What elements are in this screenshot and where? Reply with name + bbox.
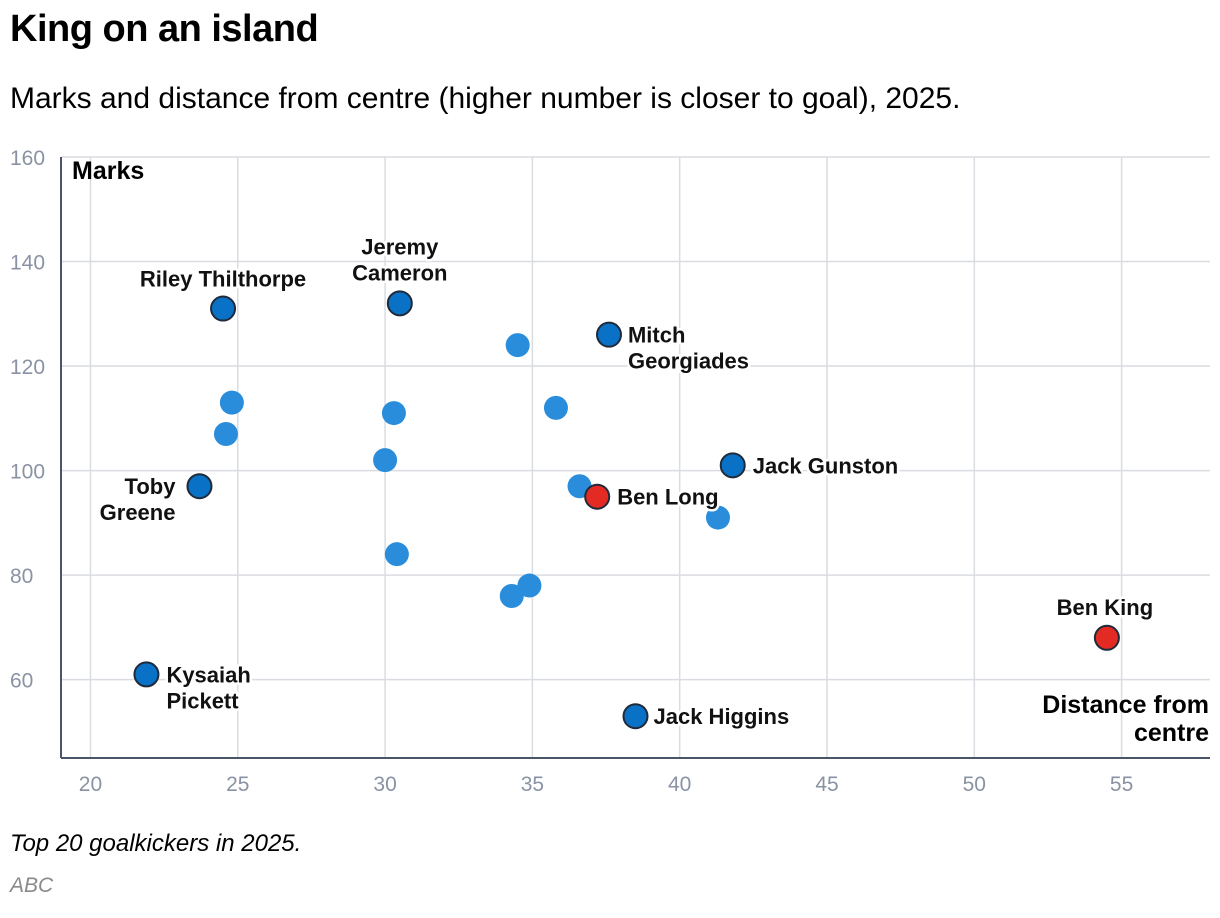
- label-jack-gunston: Jack Gunston: [753, 453, 898, 478]
- point-toby-greene: [186, 473, 213, 500]
- y-tick-label: 60: [10, 670, 33, 693]
- label-toby-greene: Toby Greene: [100, 474, 177, 525]
- data-points: [133, 290, 1120, 730]
- x-tick-label: 25: [226, 773, 249, 796]
- chart-subtitle: Marks and distance from centre (higher n…: [10, 82, 961, 115]
- point-unlabelled: [505, 333, 530, 358]
- point-jack-gunston: [719, 452, 746, 479]
- point-unlabelled: [705, 505, 730, 530]
- label-kysaiah-pickett: Kysaiah Pickett: [166, 662, 250, 713]
- chart-title: King on an island: [10, 8, 319, 50]
- point-unlabelled: [543, 395, 568, 420]
- label-ben-king: Ben King: [1057, 595, 1154, 620]
- gridlines: [61, 156, 1210, 758]
- x-tick-label: 55: [1110, 773, 1133, 796]
- point-unlabelled: [373, 448, 398, 473]
- x-tick-label: 20: [79, 773, 102, 796]
- x-tick-label: 35: [521, 773, 544, 796]
- point-ben-long: [584, 483, 611, 510]
- point-unlabelled: [499, 583, 524, 608]
- point-labels: Riley Thilthorpe Jeremy Cameron Mitch Georgi…: [97, 232, 1156, 732]
- label-ben-long: Ben Long: [617, 485, 718, 510]
- chart-source: ABC: [10, 874, 54, 897]
- y-tick-label: 100: [10, 461, 45, 484]
- point-riley-thilthorpe: [210, 295, 237, 322]
- point-unlabelled: [219, 390, 244, 415]
- y-tick-label: 120: [10, 356, 45, 379]
- point-kysaiah-pickett: [133, 661, 160, 688]
- x-axis-title: Distance from centre: [1042, 691, 1209, 747]
- x-tick-label: 45: [815, 773, 838, 796]
- x-axis-ticks: 20 25 30 35 40 45 50 55: [79, 773, 1134, 796]
- chart-note: Top 20 goalkickers in 2025.: [10, 830, 302, 857]
- label-riley-thilthorpe: Riley Thilthorpe: [140, 267, 306, 292]
- point-unlabelled: [517, 573, 542, 598]
- label-jack-higgins: Jack Higgins: [654, 704, 790, 729]
- y-axis-ticks: 60 80 100 120 140 160: [10, 147, 45, 693]
- y-tick-label: 80: [10, 565, 33, 588]
- point-unlabelled: [384, 542, 409, 567]
- label-jeremy-cameron: Jeremy Cameron: [352, 234, 447, 285]
- y-axis-title: Marks: [72, 157, 144, 185]
- point-unlabelled: [213, 421, 238, 446]
- y-tick-label: 160: [10, 147, 45, 170]
- point-ben-king: [1093, 624, 1120, 651]
- x-tick-label: 30: [373, 773, 396, 796]
- x-tick-label: 50: [963, 773, 986, 796]
- label-mitch-georgiades: Mitch Georgiades: [628, 323, 749, 374]
- y-tick-label: 140: [10, 252, 45, 275]
- axes: [60, 157, 1210, 759]
- point-jeremy-cameron: [386, 290, 413, 317]
- point-mitch-georgiades: [595, 321, 622, 348]
- point-jack-higgins: [622, 703, 649, 730]
- point-unlabelled: [381, 401, 406, 426]
- x-tick-label: 40: [668, 773, 691, 796]
